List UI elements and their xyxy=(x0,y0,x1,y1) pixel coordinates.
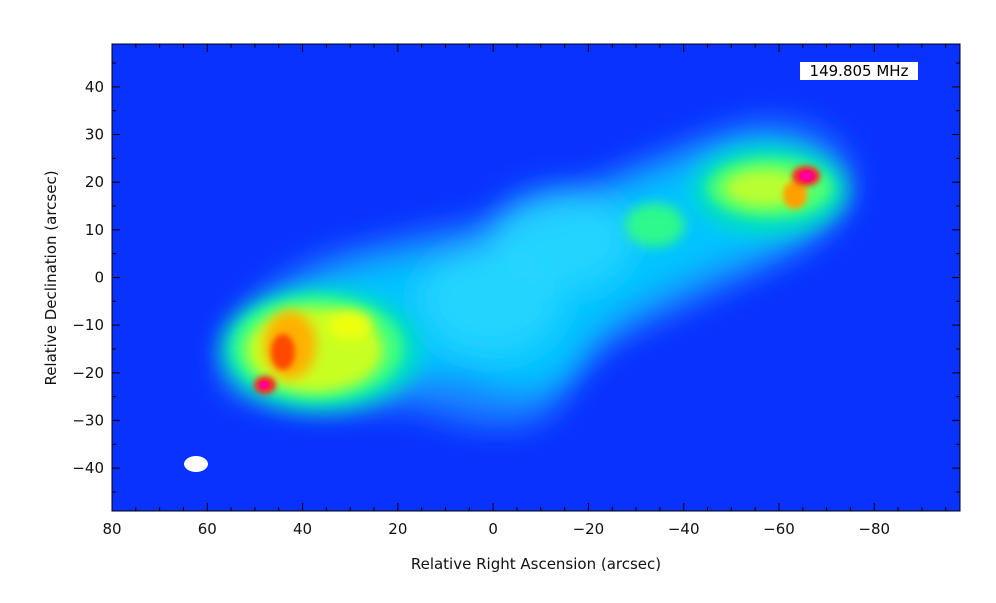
frequency-label: 149.805 MHz xyxy=(810,62,909,80)
y-tick-label: −40 xyxy=(72,459,104,477)
x-tick-label: −80 xyxy=(858,520,890,538)
y-tick-label: −30 xyxy=(72,411,104,429)
y-tick-label: 10 xyxy=(85,221,104,239)
x-tick-label: 80 xyxy=(102,520,121,538)
x-tick-label: −40 xyxy=(668,520,700,538)
x-tick-label: −20 xyxy=(573,520,605,538)
x-tick-label: 20 xyxy=(388,520,407,538)
y-tick-labels: 40 30 20 10 0 −10 −20 −30 −40 xyxy=(72,78,104,477)
beam-ellipse xyxy=(184,456,208,472)
x-tick-label: 0 xyxy=(488,520,498,538)
y-tick-label: 0 xyxy=(94,269,104,287)
left-lobe xyxy=(220,288,420,412)
y-axis-title: Relative Declination (arcsec) xyxy=(42,170,60,385)
x-tick-label: 40 xyxy=(293,520,312,538)
x-axis-title: Relative Right Ascension (arcsec) xyxy=(411,555,661,573)
x-tick-labels: 80 60 40 20 0 −20 −40 −60 −80 xyxy=(102,520,890,538)
x-tick-label: −60 xyxy=(763,520,795,538)
y-tick-label: 30 xyxy=(85,126,104,144)
right-lobe xyxy=(625,145,848,247)
axis-ticks xyxy=(111,44,960,511)
y-tick-label: 40 xyxy=(85,78,104,96)
radio-emission-image xyxy=(112,44,960,511)
y-tick-label: −10 xyxy=(72,316,104,334)
frequency-label-box: 149.805 MHz xyxy=(800,62,918,80)
y-tick-label: 20 xyxy=(85,173,104,191)
y-tick-label: −20 xyxy=(72,364,104,382)
x-tick-label: 60 xyxy=(198,520,217,538)
